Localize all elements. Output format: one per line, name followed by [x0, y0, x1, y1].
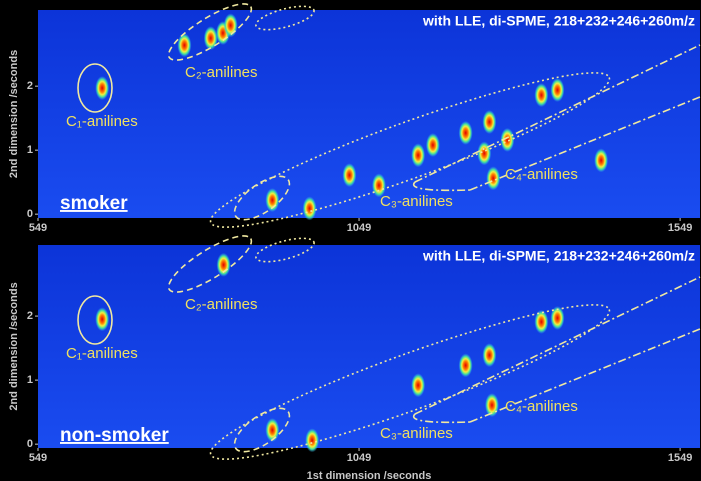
peak	[177, 33, 191, 57]
y-tick-label: 2	[27, 80, 33, 92]
x-axis-label: 1st dimension /seconds	[307, 470, 432, 481]
y-axis-label: 2nd dimension /seconds	[8, 282, 20, 410]
x-tick-label: 1049	[347, 452, 371, 464]
peak	[426, 133, 440, 157]
x-tick-label: 1049	[347, 222, 371, 234]
peak	[594, 148, 608, 172]
page: {"chart_data": [ {"type": "scatter", "ti…	[0, 0, 701, 481]
panel-title: with LLE, di-SPME, 218+232+246+260m/z	[422, 13, 695, 29]
y-tick-label: 0	[27, 438, 33, 450]
y-tick-label: 1	[27, 144, 33, 156]
peak	[411, 143, 425, 167]
annotation: C₃-anilines	[380, 425, 453, 442]
peak	[482, 110, 496, 134]
group-label: smoker	[60, 193, 128, 214]
peak	[342, 163, 356, 187]
x-tick-label: 549	[29, 452, 47, 464]
x-tick-label: 1549	[668, 222, 692, 234]
peak	[486, 166, 500, 190]
peak	[305, 428, 319, 452]
peak	[303, 196, 317, 220]
x-tick-label: 1549	[668, 452, 692, 464]
peak	[265, 418, 279, 442]
peak	[534, 83, 548, 107]
peak	[95, 76, 109, 100]
y-axis-label: 2nd dimension /seconds	[8, 50, 20, 178]
peak	[459, 121, 473, 145]
y-tick-label: 2	[27, 310, 33, 322]
peak	[411, 373, 425, 397]
peak	[95, 307, 109, 331]
panel-title: with LLE, di-SPME, 218+232+246+260m/z	[422, 248, 695, 264]
annotation: C₁-anilines	[66, 113, 138, 130]
annotation: C₄-anilines	[505, 398, 578, 415]
y-tick-label: 1	[27, 374, 33, 386]
group-label: non-smoker	[60, 425, 169, 446]
peak	[459, 353, 473, 377]
annotation: C₁-anilines	[66, 345, 138, 362]
x-tick-label: 549	[29, 222, 47, 234]
peak	[534, 310, 548, 334]
peak	[477, 141, 491, 165]
annotation: C₄-anilines	[505, 166, 578, 183]
annotation: C₂-anilines	[185, 64, 258, 81]
annotation: C₃-anilines	[380, 193, 453, 210]
annotation: C₂-anilines	[185, 296, 258, 313]
y-tick-label: 0	[27, 208, 33, 220]
figure: 012549104915492nd dimension /secondswith…	[0, 0, 701, 481]
peak	[217, 253, 231, 277]
peak	[482, 343, 496, 367]
peak	[550, 78, 564, 102]
peak	[204, 26, 218, 50]
